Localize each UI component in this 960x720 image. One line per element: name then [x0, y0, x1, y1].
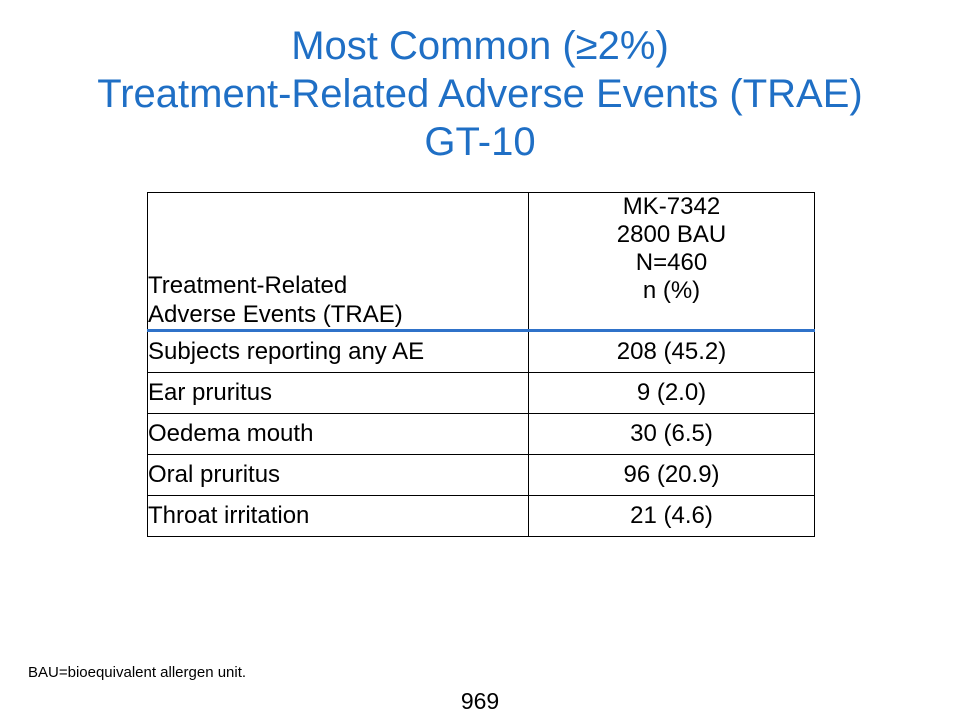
value-cell: 96 (20.9) — [528, 454, 815, 496]
table-row: Oral pruritus 96 (20.9) — [147, 454, 815, 496]
table-row: Ear pruritus 9 (2.0) — [147, 372, 815, 414]
table-row: Subjects reporting any AE 208 (45.2) — [147, 330, 815, 373]
header-value-line-2: 2800 BAU — [616, 221, 727, 248]
page-number: 969 — [460, 688, 500, 714]
header-event-line-2: Adverse Events (TRAE) — [148, 301, 403, 328]
header-value-line-4: n (%) — [642, 277, 701, 304]
event-cell: Oral pruritus — [147, 454, 529, 496]
event-cell: Subjects reporting any AE — [147, 330, 529, 373]
value-cell: 30 (6.5) — [528, 413, 815, 455]
title-line-3: GT-10 — [424, 120, 536, 164]
title-line-2: Treatment-Related Adverse Events (TRAE) — [97, 72, 863, 116]
table-row: Oedema mouth 30 (6.5) — [147, 413, 815, 455]
event-cell: Ear pruritus — [147, 372, 529, 414]
table-header-row: Treatment-Related Adverse Events (TRAE) … — [147, 192, 815, 332]
footnote: BAU=bioequivalent allergen unit. — [28, 664, 247, 681]
title-line-1: Most Common (≥2%) — [291, 24, 669, 68]
slide-title: Most Common (≥2%) Treatment-Related Adve… — [0, 22, 960, 166]
value-cell: 208 (45.2) — [528, 330, 815, 373]
table-row: Throat irritation 21 (4.6) — [147, 495, 815, 537]
trae-table: Treatment-Related Adverse Events (TRAE) … — [147, 192, 815, 537]
header-event-column: Treatment-Related Adverse Events (TRAE) — [147, 192, 529, 332]
event-cell: Oedema mouth — [147, 413, 529, 455]
value-cell: 9 (2.0) — [528, 372, 815, 414]
header-value-line-1: MK-7342 — [622, 193, 721, 220]
header-event-line-1: Treatment-Related — [148, 272, 348, 299]
value-cell: 21 (4.6) — [528, 495, 815, 537]
header-value-column: MK-7342 2800 BAU N=460 n (%) — [528, 192, 815, 332]
header-value-line-3: N=460 — [635, 249, 708, 276]
event-cell: Throat irritation — [147, 495, 529, 537]
